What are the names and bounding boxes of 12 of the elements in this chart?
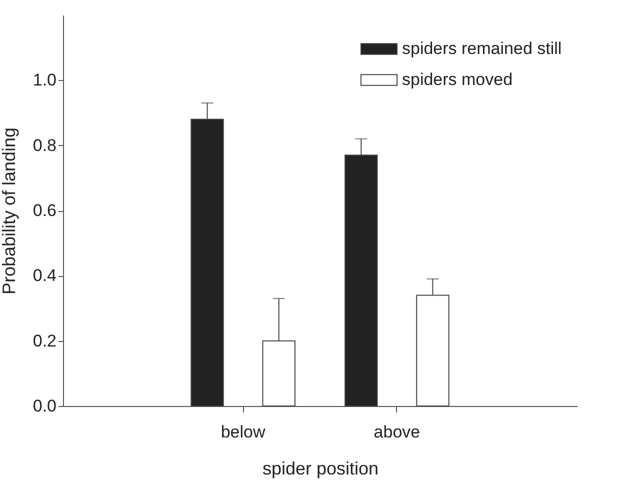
x-tick-label: above bbox=[374, 422, 420, 442]
x-tick-label: below bbox=[220, 422, 266, 442]
y-tick-label: 0.2 bbox=[32, 331, 56, 350]
y-tick-label: 0.4 bbox=[32, 266, 56, 286]
x-axis-title: spider position bbox=[262, 458, 379, 478]
y-tick-label: 0.8 bbox=[32, 136, 56, 155]
y-axis-title: Probability of landing bbox=[0, 127, 19, 295]
legend-label: spiders moved bbox=[402, 70, 513, 89]
y-tick-label: 0.0 bbox=[32, 396, 56, 416]
y-tick-label: 0.6 bbox=[32, 201, 56, 220]
y-tick-label: 1.0 bbox=[32, 70, 56, 90]
legend-label: spiders remained still bbox=[402, 39, 562, 58]
